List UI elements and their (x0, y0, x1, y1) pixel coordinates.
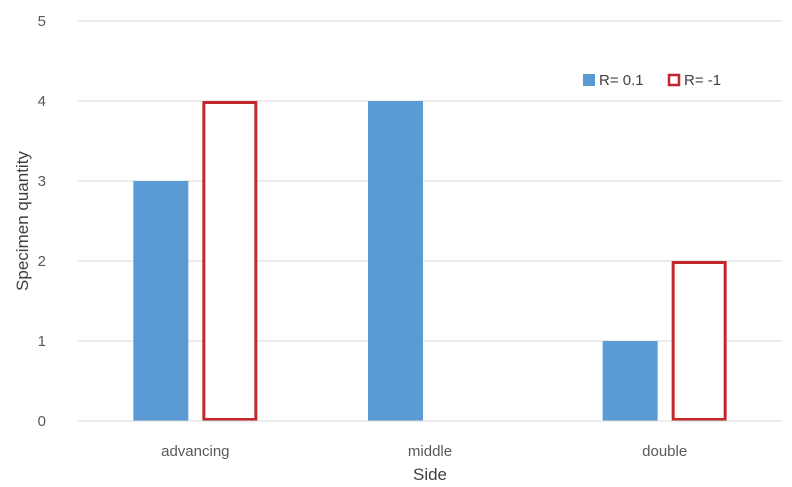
bar-r-1-double (671, 261, 727, 421)
y-tick-label: 3 (38, 173, 46, 190)
bar-r-1-advancing (202, 101, 258, 421)
y-tick-label: 1 (38, 333, 46, 350)
y-tick-label: 4 (38, 93, 46, 110)
x-tick-label: advancing (161, 443, 229, 460)
y-tick-labels: 0 1 2 3 4 5 (38, 13, 46, 430)
bar-r-0-1-double (602, 341, 658, 421)
x-tick-label: double (642, 443, 687, 460)
y-tick-label: 5 (38, 13, 46, 30)
gridlines (78, 20, 782, 342)
legend-swatch (583, 74, 595, 86)
legend-label: R= 0.1 (599, 72, 644, 89)
legend: R= 0.1 R= -1 (583, 72, 721, 89)
x-tick-labels: advancing middle double (161, 443, 687, 460)
x-tick-label: middle (408, 443, 452, 460)
bar-r-0-1-advancing (133, 181, 189, 421)
y-axis-title: Specimen quantity (13, 151, 32, 291)
y-tick-label: 0 (38, 413, 46, 430)
legend-label: R= -1 (684, 72, 721, 89)
bars (133, 101, 727, 421)
bar-r-0-1-middle (368, 101, 423, 421)
y-tick-label: 2 (38, 253, 46, 270)
x-axis-title: Side (413, 465, 447, 484)
legend-swatch (667, 73, 681, 87)
